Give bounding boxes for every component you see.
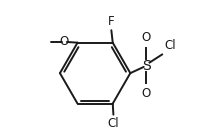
Text: O: O (142, 87, 151, 100)
Text: S: S (142, 59, 151, 73)
Text: O: O (60, 35, 69, 48)
Text: Cl: Cl (108, 117, 119, 130)
Text: Cl: Cl (164, 39, 176, 52)
Text: F: F (108, 15, 115, 28)
Text: O: O (142, 31, 151, 44)
